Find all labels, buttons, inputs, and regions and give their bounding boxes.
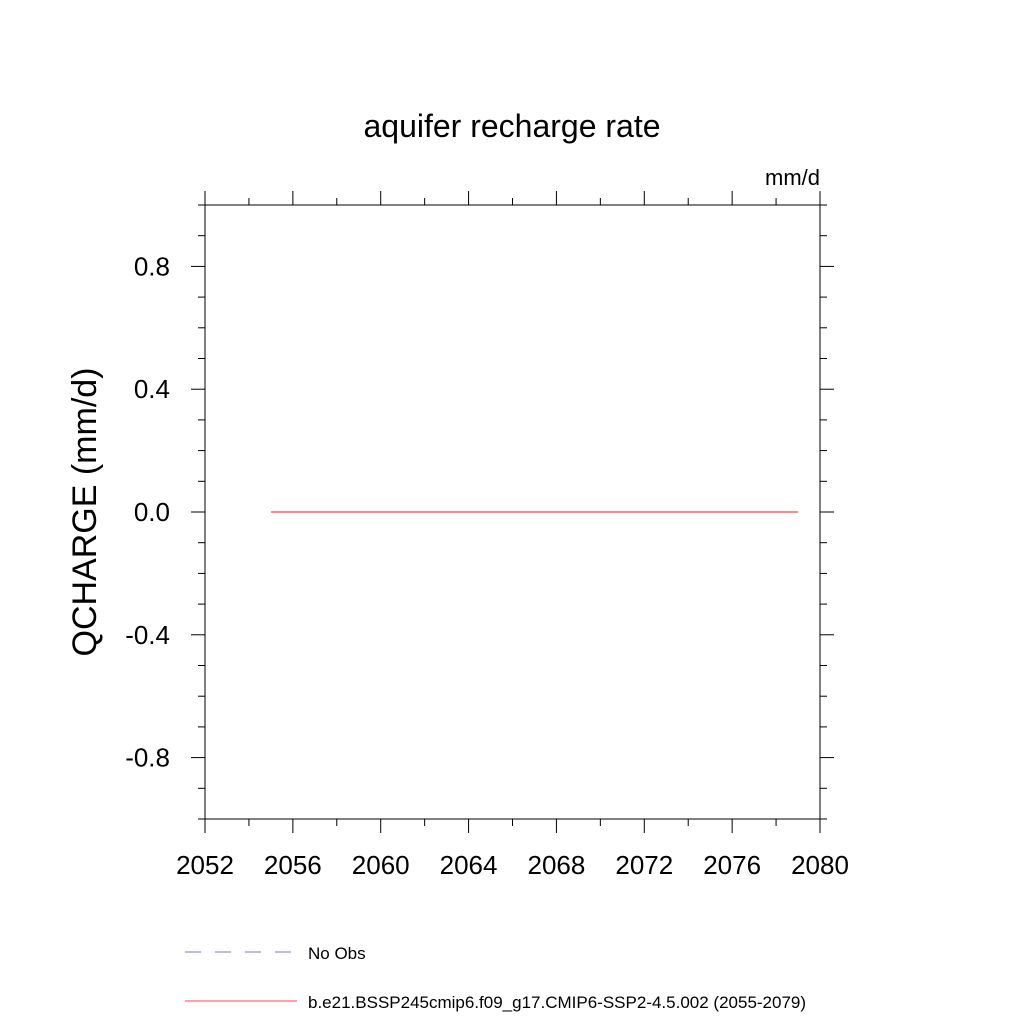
x-tick-label: 2056 (264, 850, 322, 880)
legend: No Obs b.e21.BSSP245cmip6.f09_g17.CMIP6-S… (185, 944, 806, 1012)
legend-label-0: No Obs (308, 944, 366, 963)
x-tick-label: 2076 (703, 850, 761, 880)
y-tick-label: 0.0 (134, 497, 170, 527)
x-tick-label: 2068 (528, 850, 586, 880)
x-tick-label: 2080 (791, 850, 849, 880)
y-tick-label: 0.4 (134, 374, 170, 404)
x-tick-label: 2072 (615, 850, 673, 880)
x-tick-label: 2060 (352, 850, 410, 880)
y-tick-label: -0.8 (125, 743, 170, 773)
x-tick-label: 2052 (176, 850, 234, 880)
legend-label-1: b.e21.BSSP245cmip6.f09_g17.CMIP6-SSP2-4.… (308, 993, 806, 1012)
x-axis-ticks: 2052 2056 2060 2064 2068 2072 2076 2080 (176, 191, 849, 880)
y-tick-label: -0.4 (125, 620, 170, 650)
chart-title: aquifer recharge rate (363, 108, 660, 144)
x-tick-label: 2064 (440, 850, 498, 880)
y-axis-label: QCHARGE (mm/d) (66, 368, 104, 657)
y-tick-label: 0.8 (134, 251, 170, 281)
units-label: mm/d (765, 165, 820, 190)
y-axis-ticks: -0.8 -0.4 0.0 0.4 0.8 (125, 204, 834, 820)
